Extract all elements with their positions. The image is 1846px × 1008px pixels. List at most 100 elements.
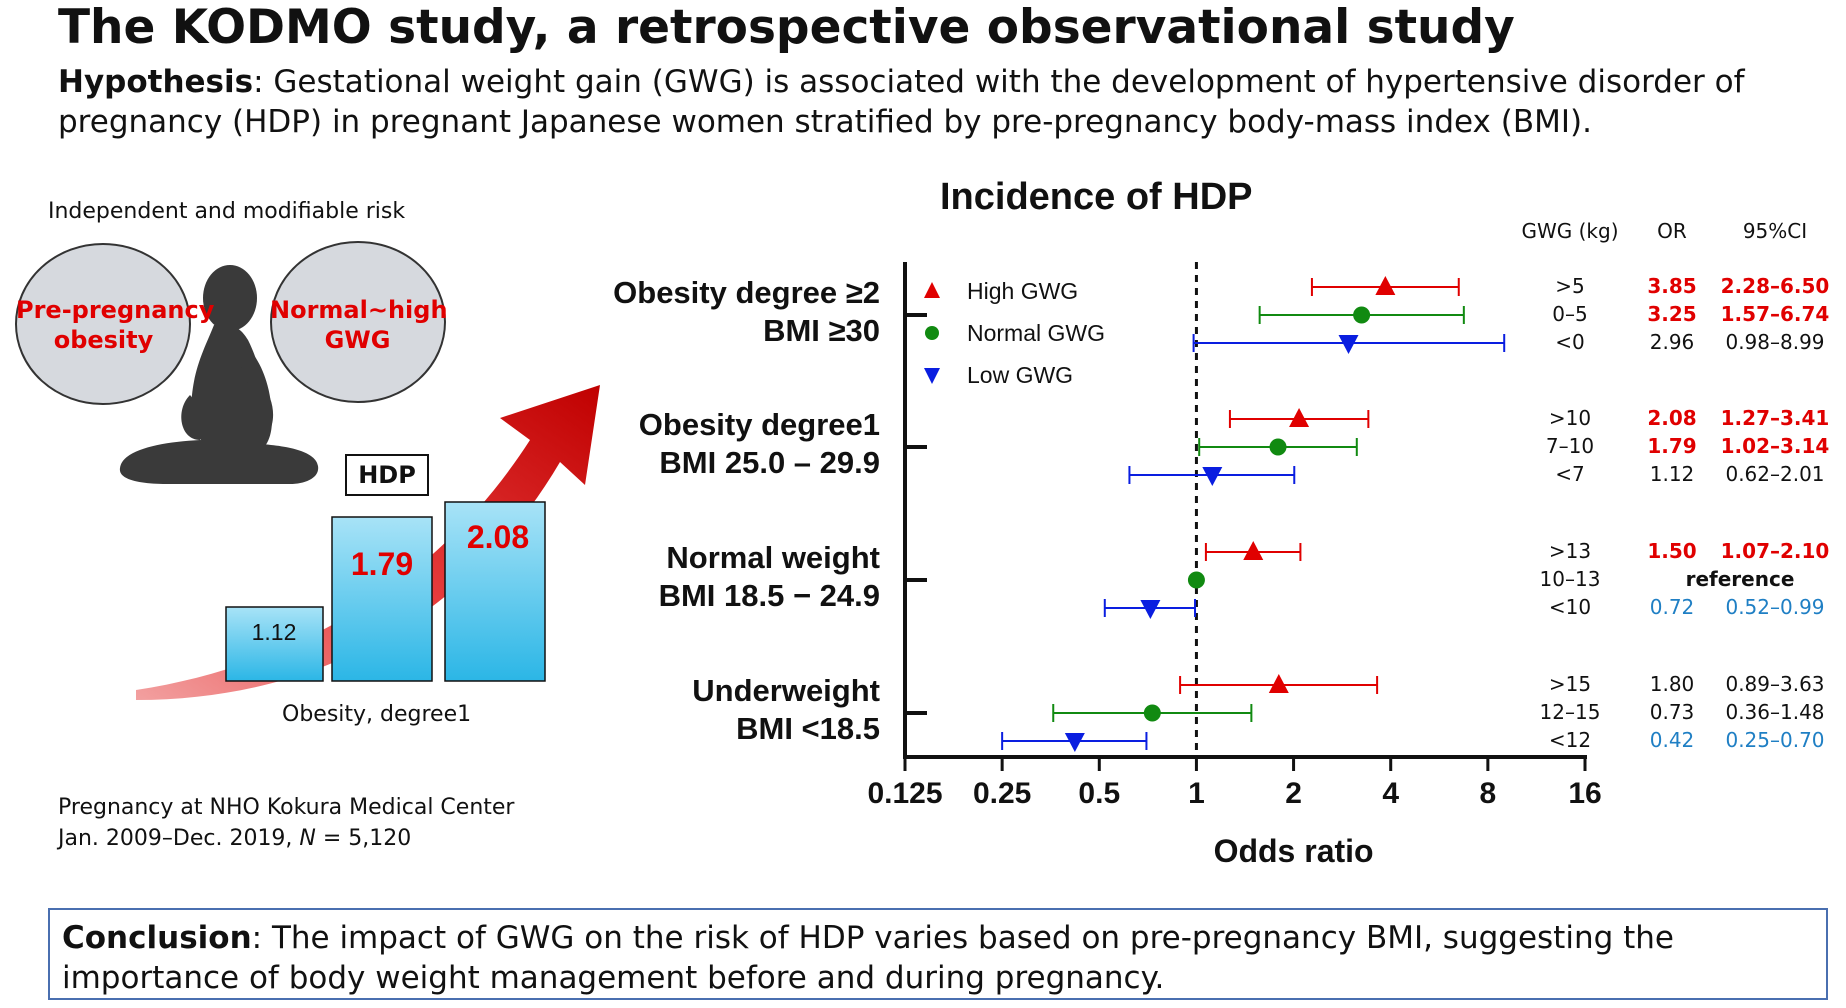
table-cell-gwg: >5 bbox=[1555, 274, 1585, 298]
x-axis-label: Odds ratio bbox=[1214, 833, 1374, 869]
table-cell-gwg: <0 bbox=[1555, 330, 1585, 354]
circle-left-label: Pre-pregnancy obesity bbox=[16, 295, 215, 355]
point-low-gwg bbox=[1338, 335, 1359, 354]
point-normal-gwg bbox=[1353, 306, 1371, 324]
table-header-or: OR bbox=[1657, 219, 1687, 243]
table-cell-ci: 1.02–3.14 bbox=[1720, 434, 1830, 458]
table-header-gwg: GWG (kg) bbox=[1521, 219, 1619, 243]
table-cell-gwg: <12 bbox=[1548, 728, 1592, 752]
conclusion-label: Conclusion bbox=[62, 920, 252, 956]
table-cell-or: 3.25 bbox=[1647, 302, 1697, 326]
risk-caption: Independent and modifiable risk bbox=[48, 199, 406, 224]
x-tick-label: 2 bbox=[1285, 777, 1302, 810]
point-low-gwg bbox=[1202, 467, 1223, 486]
table-cell-gwg: 10–13 bbox=[1539, 567, 1601, 591]
table-header-ci: 95%CI bbox=[1742, 219, 1808, 243]
bar-caption: Obesity, degree1 bbox=[282, 702, 472, 727]
table-cell-ci: 0.89–3.63 bbox=[1725, 672, 1825, 696]
hypothesis-label: Hypothesis bbox=[58, 64, 254, 100]
table-cell-or: 2.96 bbox=[1649, 330, 1695, 354]
table-cell-ci: 0.62–2.01 bbox=[1725, 462, 1825, 486]
table-cell-or: 1.50 bbox=[1647, 539, 1697, 563]
left-illustration: 1.12 1.79 2.08 bbox=[15, 241, 600, 700]
pregnant-woman-icon bbox=[119, 265, 319, 484]
hypothesis-line-2: pregnancy (HDP) in pregnant Japanese wom… bbox=[58, 104, 1592, 140]
point-normal-gwg bbox=[1269, 438, 1287, 456]
forest-plot: 0.125 0.25 0.5 1 2 4 8 16 Odds ratio Obesity degr… bbox=[613, 262, 1602, 869]
group-label-line-1: Underweight bbox=[692, 673, 880, 708]
table-cell-or: 3.85 bbox=[1647, 274, 1697, 298]
x-tick-label: 0.25 bbox=[973, 777, 1031, 810]
group-label-line-2: BMI ≥30 bbox=[763, 313, 880, 348]
group-label-line-2: BMI 25.0 – 29.9 bbox=[659, 445, 880, 480]
circle-left-line-1: Pre-pregnancy bbox=[16, 296, 215, 324]
mini-bar-low bbox=[225, 606, 324, 682]
group-label-line-2: BMI 18.5 − 24.9 bbox=[659, 578, 880, 613]
circle-right-line-1: Normal~high bbox=[270, 296, 448, 324]
mini-bar-high bbox=[444, 501, 546, 682]
x-tick-label: 4 bbox=[1382, 777, 1399, 810]
x-tick-label: 1 bbox=[1188, 777, 1205, 810]
table-cell-ci: 0.52–0.99 bbox=[1725, 595, 1825, 619]
table-cell-ci: 2.28–6.50 bbox=[1720, 274, 1830, 298]
table-cell-or: 1.80 bbox=[1649, 672, 1695, 696]
x-tick-label: 8 bbox=[1480, 777, 1497, 810]
conclusion-box: Conclusion: The impact of GWG on the ris… bbox=[48, 908, 1828, 1000]
table-cell-ci: 1.27–3.41 bbox=[1720, 406, 1830, 430]
table-cell-ci: 1.57–6.74 bbox=[1720, 302, 1830, 326]
x-tick-label: 0.5 bbox=[1078, 777, 1120, 810]
table-cell-or: 1.79 bbox=[1647, 434, 1697, 458]
point-low-gwg bbox=[1140, 600, 1161, 619]
footnote-dates: Jan. 2009–Dec. 2019, bbox=[58, 826, 300, 851]
table-cell-or: 0.73 bbox=[1649, 700, 1695, 724]
table-cell-gwg: >13 bbox=[1548, 539, 1592, 563]
circle-right-label: Normal~high GWG bbox=[270, 295, 448, 355]
legend-label: Normal GWG bbox=[967, 320, 1105, 346]
point-normal-gwg bbox=[1143, 704, 1161, 722]
mini-bar-label-low: 1.12 bbox=[252, 619, 297, 645]
mini-bar-label-high: 2.08 bbox=[467, 519, 529, 555]
chart-title: Incidence of HDP bbox=[940, 176, 1253, 218]
circle-left-line-2: obesity bbox=[53, 326, 154, 354]
legend-marker-low bbox=[924, 368, 940, 384]
footnote-count: = 5,120 bbox=[315, 826, 412, 851]
table-cell-gwg: 0–5 bbox=[1552, 302, 1588, 326]
point-low-gwg bbox=[1064, 733, 1085, 752]
table-cell-or: 2.08 bbox=[1647, 406, 1697, 430]
table-cell-or: 0.72 bbox=[1649, 595, 1695, 619]
table-cell-gwg: 12–15 bbox=[1539, 700, 1601, 724]
point-high-gwg bbox=[1289, 408, 1310, 427]
point-high-gwg bbox=[1375, 276, 1396, 295]
table-cell-reference: reference bbox=[1685, 567, 1795, 591]
table-cell-ci: 1.07–2.10 bbox=[1720, 539, 1830, 563]
risk-circle-left bbox=[15, 243, 191, 405]
group-label-line-1: Obesity degree ≥2 bbox=[613, 275, 880, 310]
mini-bar-normal bbox=[331, 516, 433, 682]
legend-label: Low GWG bbox=[967, 362, 1073, 388]
x-tick-label: 16 bbox=[1568, 777, 1601, 810]
page-title: The KODMO study, a retrospective observa… bbox=[58, 0, 1515, 55]
conclusion-text: : The impact of GWG on the risk of HDP v… bbox=[62, 920, 1675, 996]
table-cell-gwg: >15 bbox=[1548, 672, 1592, 696]
table-cell-or: 1.12 bbox=[1649, 462, 1695, 486]
x-tick-label: 0.125 bbox=[867, 777, 942, 810]
table-cell-or: 0.42 bbox=[1649, 728, 1695, 752]
table-cell-ci: 0.98–8.99 bbox=[1725, 330, 1825, 354]
mini-bar-label-normal: 1.79 bbox=[351, 546, 413, 582]
group-label-line-1: Obesity degree1 bbox=[639, 407, 880, 442]
table-cell-gwg: 7–10 bbox=[1545, 434, 1595, 458]
group-label-line-1: Normal weight bbox=[666, 540, 880, 575]
hdp-label-box: HDP bbox=[345, 454, 429, 496]
point-normal-gwg bbox=[1187, 571, 1205, 589]
hypothesis-text-1: : Gestational weight gain (GWG) is assoc… bbox=[253, 64, 1745, 100]
footnote-line-2: Jan. 2009–Dec. 2019, N = 5,120 bbox=[58, 826, 411, 851]
legend-marker-normal bbox=[925, 326, 939, 340]
hypothesis-line-1: Hypothesis: Gestational weight gain (GWG… bbox=[58, 64, 1745, 100]
group-label-line-2: BMI <18.5 bbox=[736, 711, 880, 746]
risk-circle-right bbox=[270, 241, 446, 403]
table-cell-gwg: <10 bbox=[1548, 595, 1592, 619]
point-high-gwg bbox=[1243, 541, 1264, 560]
footnote-line-1: Pregnancy at NHO Kokura Medical Center bbox=[58, 795, 515, 820]
table-cell-gwg: >10 bbox=[1548, 406, 1592, 430]
legend-label: High GWG bbox=[967, 278, 1078, 304]
